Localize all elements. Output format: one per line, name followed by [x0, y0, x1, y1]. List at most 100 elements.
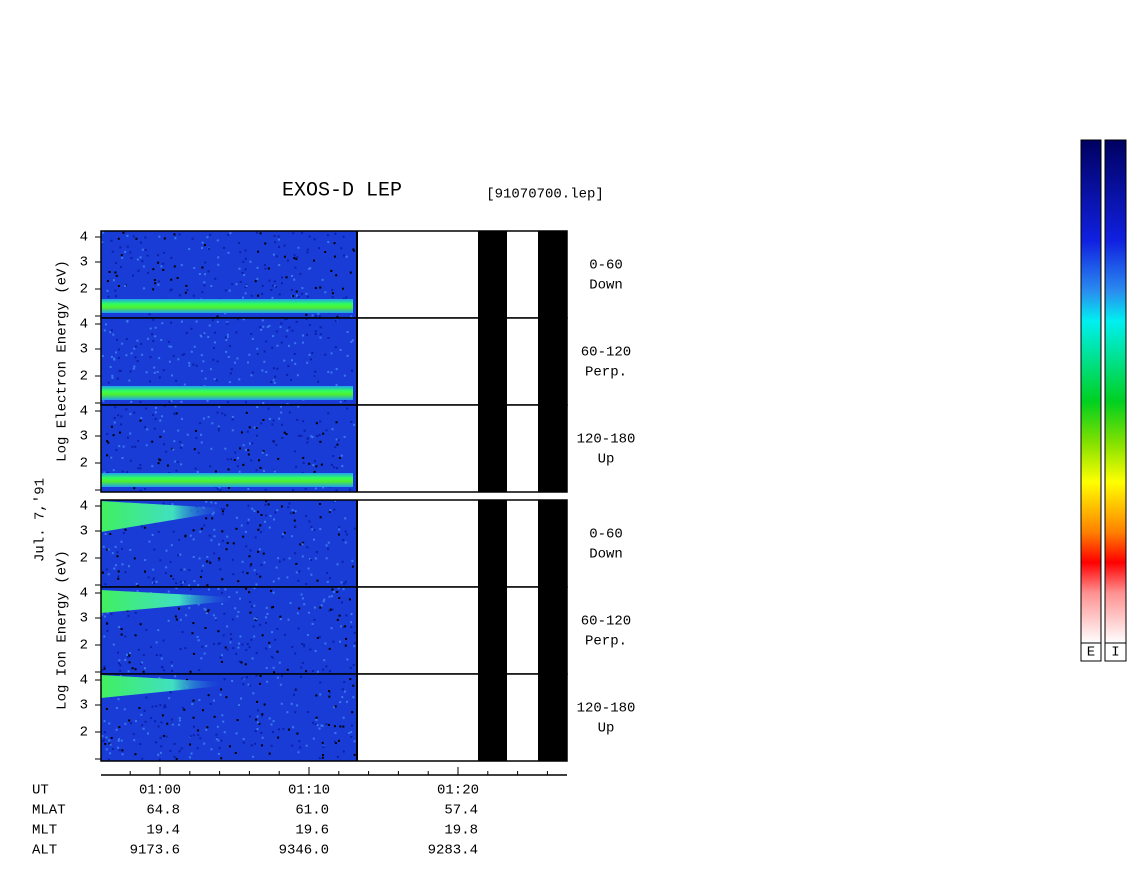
- speckle: [288, 411, 291, 414]
- speckle: [255, 469, 258, 472]
- speckle: [301, 555, 304, 558]
- speckle: [235, 283, 238, 286]
- speckle: [165, 450, 168, 453]
- speckle: [274, 241, 277, 244]
- speckle: [243, 274, 246, 277]
- speckle: [162, 502, 165, 505]
- speckle: [319, 528, 322, 531]
- speckle: [334, 742, 337, 745]
- speckle: [334, 346, 337, 349]
- speckle: [296, 704, 299, 707]
- speckle: [333, 500, 336, 503]
- speckle: [156, 370, 159, 373]
- speckle: [303, 645, 306, 648]
- speckle: [244, 292, 247, 295]
- speckle: [280, 702, 283, 705]
- speckle: [170, 661, 173, 664]
- speckle: [297, 405, 300, 408]
- speckle: [302, 334, 305, 337]
- speckle: [334, 705, 337, 708]
- speckle: [198, 557, 201, 560]
- speckle: [186, 289, 189, 292]
- speckle: [110, 456, 113, 459]
- speckle: [313, 470, 316, 473]
- speckle: [340, 625, 343, 628]
- ephemeris-value: 19.6: [295, 823, 329, 839]
- speckle: [200, 369, 203, 372]
- speckle: [251, 507, 254, 510]
- speckle: [344, 517, 347, 520]
- speckle: [140, 417, 143, 420]
- speckle: [328, 690, 331, 693]
- speckle: [312, 259, 315, 262]
- speckle: [206, 610, 209, 613]
- speckle: [153, 548, 156, 551]
- speckle: [159, 419, 162, 422]
- speckle: [313, 606, 316, 609]
- speckle: [173, 233, 176, 236]
- speckle: [203, 332, 206, 335]
- speckle: [178, 719, 181, 722]
- speckle: [235, 591, 238, 594]
- speckle: [126, 609, 129, 612]
- speckle: [288, 557, 291, 560]
- speckle: [259, 531, 262, 534]
- speckle: [224, 646, 227, 649]
- speckle: [286, 373, 289, 376]
- speckle: [277, 736, 280, 739]
- speckle: [119, 664, 122, 667]
- speckle: [248, 426, 251, 429]
- speckle: [118, 431, 121, 434]
- speckle: [151, 705, 154, 708]
- speckle: [279, 326, 282, 329]
- speckle: [114, 289, 117, 292]
- speckle: [152, 268, 155, 271]
- speckle: [287, 344, 290, 347]
- speckle: [139, 623, 142, 626]
- speckle: [316, 670, 319, 673]
- speckle: [272, 605, 275, 608]
- ephemeris-value: 57.4: [444, 803, 478, 819]
- speckle: [274, 511, 277, 514]
- speckle: [127, 614, 130, 617]
- speckle: [350, 340, 353, 343]
- no-data: [478, 674, 507, 761]
- speckle: [179, 440, 182, 443]
- speckle: [352, 684, 355, 687]
- speckle: [315, 718, 318, 721]
- no-data: [478, 405, 507, 492]
- speckle: [188, 584, 191, 587]
- speckle: [212, 358, 215, 361]
- speckle: [308, 611, 311, 614]
- speckle: [337, 739, 340, 742]
- speckle: [186, 433, 189, 436]
- speckle: [261, 369, 264, 372]
- speckle: [280, 341, 283, 344]
- speckle: [213, 715, 216, 718]
- speckle: [338, 614, 341, 617]
- speckle: [326, 234, 329, 237]
- speckle: [256, 700, 259, 703]
- speckle: [278, 245, 281, 248]
- speckle: [285, 433, 288, 436]
- speckle: [350, 724, 353, 727]
- speckle: [145, 628, 148, 631]
- speckle: [148, 313, 151, 316]
- speckle: [134, 668, 137, 671]
- speckle: [211, 513, 214, 516]
- speckle: [253, 587, 256, 590]
- speckle: [178, 294, 181, 297]
- speckle: [145, 444, 148, 447]
- speckle: [267, 407, 270, 410]
- speckle: [152, 578, 155, 581]
- speckle: [322, 432, 325, 435]
- speckle: [322, 746, 325, 749]
- speckle: [262, 325, 265, 328]
- speckle: [333, 706, 336, 709]
- speckle: [112, 469, 115, 472]
- speckle: [118, 445, 121, 448]
- speckle: [350, 626, 353, 629]
- speckle: [312, 737, 315, 740]
- colorbar-label-box: [1104, 642, 1127, 662]
- speckle: [197, 729, 200, 732]
